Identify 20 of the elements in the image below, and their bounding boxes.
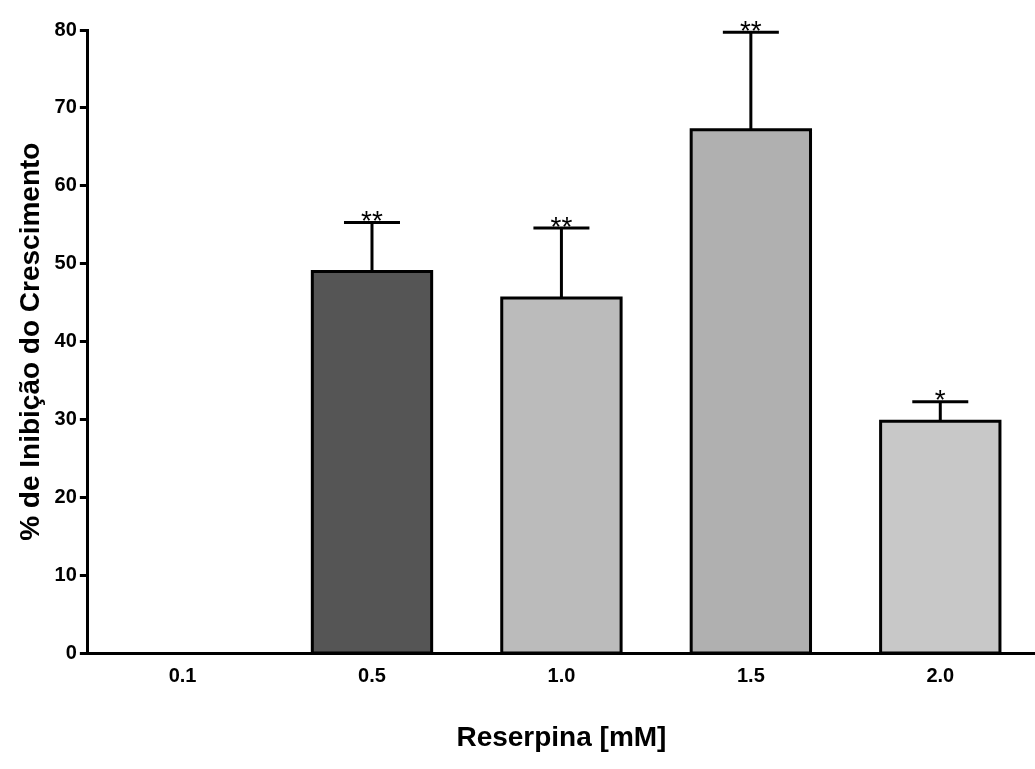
y-tick-label: 0 [65,640,77,663]
x-tick-label: 0.1 [168,663,197,686]
y-tick-label: 40 [54,329,77,352]
y-tick-label: 70 [54,95,77,118]
annotation: ** [361,205,383,237]
x-tick-label: 1.5 [736,663,765,686]
y-tick-label: 60 [54,173,77,196]
y-tick-label: 30 [54,407,77,430]
annotation: ** [550,210,573,242]
y-tick-label: 50 [54,251,77,274]
y-tick-label: 80 [54,17,77,40]
annotation: ** [739,15,762,47]
x-tick-label: 1.0 [547,663,576,686]
x-tick-label: 0.5 [358,663,386,686]
x-axis-title: Reserpina [mM] [456,720,667,752]
x-tick-label: 2.0 [926,663,955,686]
y-axis-title: % de Inibição do Crescimento [13,142,45,541]
y-tick-label: 10 [54,562,77,585]
y-tick-label: 20 [54,485,77,508]
annotation: * [934,384,946,416]
